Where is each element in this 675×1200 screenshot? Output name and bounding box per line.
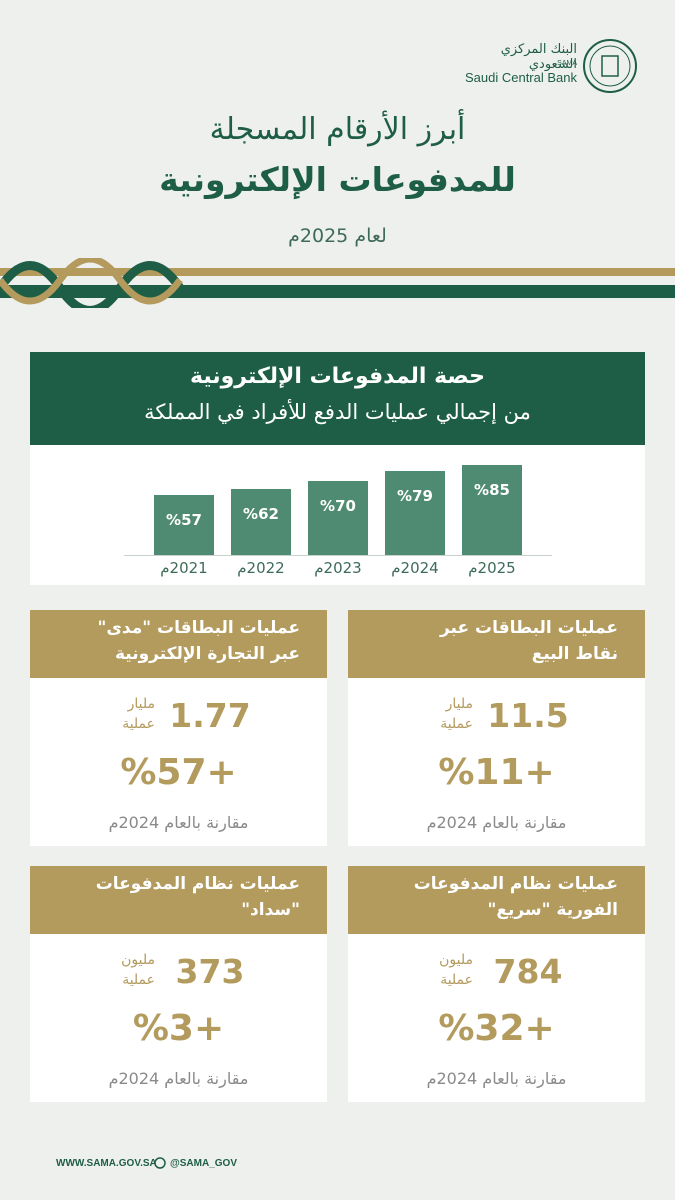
x-tick-label: 2025م <box>468 559 516 577</box>
card-title: "سداد" <box>241 900 300 920</box>
card-title: نقاط البيع <box>531 644 618 664</box>
title-subtitle: لعام 2025م <box>288 225 387 247</box>
card-title: عمليات البطاقات "مدى" <box>97 618 300 638</box>
card-header <box>30 610 327 678</box>
logo-arabic: البنك المركزي السعودي <box>500 42 577 72</box>
bar-value-label: %85 <box>474 480 510 499</box>
card-header <box>348 866 645 934</box>
card-change: %11+ <box>438 752 555 793</box>
card-comparison: مقارنة بالعام 2024م <box>426 1069 567 1088</box>
x-tick-label: 2021م <box>160 559 208 577</box>
card-body <box>30 934 327 1102</box>
chart-body: %57 2021م %62 2022م %70 2023م %79 2024م %85 2025م <box>30 445 645 585</box>
chart-title: حصة المدفوعات الإلكترونية <box>190 364 485 389</box>
card-unit: مليار <box>445 696 473 712</box>
ribbon <box>0 258 675 308</box>
bar <box>154 494 214 555</box>
x-tick-label: 2024م <box>391 559 439 577</box>
footer-website: WWW.SAMA.GOV.SA <box>56 1158 157 1169</box>
bar-value-label: %70 <box>320 496 356 515</box>
card-comparison: مقارنة بالعام 2024م <box>108 1069 249 1088</box>
chart-subtitle: من إجمالي عمليات الدفع للأفراد في المملك… <box>144 400 531 424</box>
card-header <box>30 866 327 934</box>
card-title: عمليات البطاقات عبر <box>439 618 618 638</box>
card-value: 11.5 <box>487 696 569 735</box>
card-change: %57+ <box>120 752 237 793</box>
card-change: %3+ <box>132 1008 225 1049</box>
card-body <box>348 934 645 1102</box>
logo-sama: SAMA <box>557 60 577 67</box>
card-unit: مليار <box>127 696 155 712</box>
title-line1: أبرز الأرقام المسجلة <box>209 112 466 147</box>
card-title: عبر التجارة الإلكترونية <box>114 644 300 664</box>
card-value: 1.77 <box>169 696 251 735</box>
footer-social: @SAMA_GOV <box>170 1158 237 1169</box>
card-unit: مليون <box>439 952 473 968</box>
card-body <box>348 678 645 846</box>
bar <box>231 489 291 555</box>
card-value: 373 <box>175 952 245 991</box>
card-unit: مليون <box>121 952 155 968</box>
logo-emblem <box>583 39 637 93</box>
bar <box>462 464 522 555</box>
card-unit: عملية <box>440 972 473 988</box>
card-comparison: مقارنة بالعام 2024م <box>426 813 567 832</box>
bar-value-label: %62 <box>243 505 279 524</box>
x-tick-label: 2023م <box>314 559 362 577</box>
bar-value-label: %79 <box>397 487 433 506</box>
bar-value-label: %57 <box>166 510 202 529</box>
card-value: 784 <box>493 952 563 991</box>
card-title: الفورية "سريع" <box>487 900 618 920</box>
chart-header <box>30 352 645 445</box>
social-icon <box>154 1157 166 1169</box>
card-change: %32+ <box>438 1008 555 1049</box>
bar <box>385 471 445 555</box>
logo-english: Saudi Central Bank <box>464 70 577 85</box>
card-body <box>30 678 327 846</box>
card-unit: عملية <box>122 972 155 988</box>
card-title: عمليات نظام المدفوعات <box>95 874 300 894</box>
card-title: عمليات نظام المدفوعات <box>413 874 618 894</box>
bar <box>308 480 368 555</box>
x-tick-label: 2022م <box>237 559 285 577</box>
card-comparison: مقارنة بالعام 2024م <box>108 813 249 832</box>
card-header <box>348 610 645 678</box>
title-line2: للمدفوعات الإلكترونية <box>159 160 516 199</box>
card-unit: عملية <box>122 716 155 732</box>
card-unit: عملية <box>440 716 473 732</box>
baseline <box>124 555 552 556</box>
